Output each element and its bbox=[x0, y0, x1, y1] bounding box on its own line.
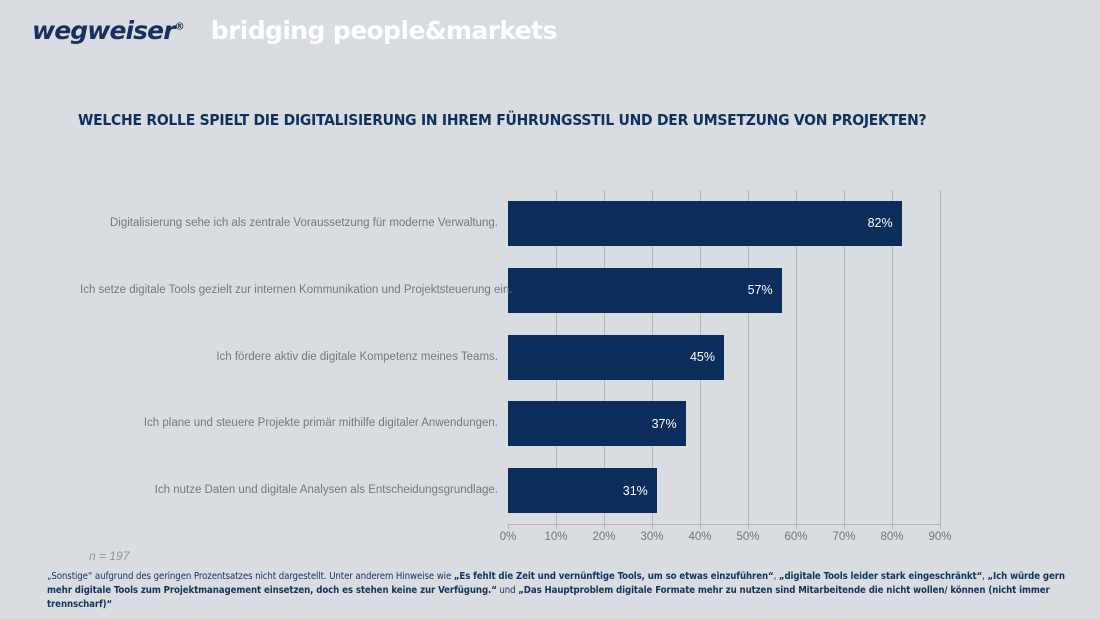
footnote-sep2: , bbox=[982, 571, 988, 582]
x-axis-tick bbox=[508, 524, 509, 529]
footnote-quote1: „Es fehlt die Zeit und vernünftige Tools… bbox=[453, 571, 774, 582]
bar-value-label: 31% bbox=[622, 483, 648, 498]
logo-wordmark-text: wegweiser bbox=[32, 15, 176, 45]
gridline bbox=[748, 190, 749, 524]
category-label: Ich setze digitale Tools gezielt zur int… bbox=[80, 283, 513, 296]
x-axis-tick bbox=[604, 524, 605, 529]
chart-plot-area: 0% 10% 20% 30% 40% 50% 60% 70% 80% 90% 82% Digitali… bbox=[80, 190, 952, 543]
x-axis-tick bbox=[748, 524, 749, 529]
page-header: wegweiser® bridging people&markets bbox=[0, 0, 1100, 60]
chart-bar[interactable]: 37% bbox=[508, 401, 686, 447]
gridline bbox=[796, 190, 797, 524]
x-axis-tick bbox=[700, 524, 701, 529]
gridline bbox=[892, 190, 893, 524]
x-axis-line bbox=[508, 524, 940, 525]
wegweiser-logo: wegweiser® bbox=[32, 15, 185, 45]
gridline bbox=[844, 190, 845, 524]
chart-bar[interactable]: 45% bbox=[508, 334, 724, 380]
registered-trademark-icon: ® bbox=[174, 21, 185, 33]
category-label: Ich nutze Daten und digitale Analysen al… bbox=[154, 484, 498, 497]
footnote-part1: „Sonstige“ aufgrund des geringen Prozent… bbox=[47, 571, 454, 582]
x-axis-tick-label: 80% bbox=[880, 531, 904, 543]
bar-value-label: 37% bbox=[651, 416, 677, 431]
footnote-text: „Sonstige“ aufgrund des geringen Prozent… bbox=[47, 570, 1069, 612]
x-axis-tick-label: 70% bbox=[832, 531, 856, 543]
bar-value-label: 57% bbox=[747, 283, 773, 298]
gridline bbox=[940, 190, 941, 524]
x-axis-tick bbox=[556, 524, 557, 529]
chart-bar[interactable]: 31% bbox=[508, 468, 657, 514]
x-axis-tick-label: 10% bbox=[544, 531, 568, 543]
chart-bar[interactable]: 57% bbox=[508, 267, 782, 313]
category-label: Ich fördere aktiv die digitale Kompetenz… bbox=[216, 350, 498, 363]
footnote-sep3: und bbox=[496, 585, 519, 596]
footnote-quote4: „Das Hauptproblem digitale Formate mehr … bbox=[47, 585, 1050, 610]
x-axis-tick-label: 30% bbox=[640, 531, 664, 543]
bar-value-label: 45% bbox=[689, 350, 715, 364]
category-label: Ich plane und steuere Projekte primär mi… bbox=[143, 417, 498, 430]
x-axis-tick-label: 20% bbox=[592, 531, 616, 543]
x-axis-tick bbox=[940, 524, 941, 529]
x-axis-tick bbox=[796, 524, 797, 529]
brand-tagline: bridging people&markets bbox=[210, 15, 558, 45]
x-axis-tick-label: 40% bbox=[688, 531, 712, 543]
x-axis-tick bbox=[844, 524, 845, 529]
footnote-quote2: „digitale Tools leider stark eingeschrän… bbox=[778, 571, 983, 582]
x-axis-tick-label: 0% bbox=[499, 531, 517, 543]
category-label: Digitalisierung sehe ich als zentrale Vo… bbox=[109, 216, 498, 229]
page-title: WELCHE ROLLE SPIELT DIE DIGITALISIERUNG … bbox=[78, 111, 927, 129]
x-axis-tick bbox=[652, 524, 653, 529]
chart-bar[interactable]: 82% bbox=[508, 200, 902, 246]
sample-size-note: n = 197 bbox=[89, 549, 130, 563]
x-axis-tick-label: 90% bbox=[928, 531, 952, 543]
footnote-quote3: „Ich würde gern mehr digitale Tools zum … bbox=[47, 571, 1065, 596]
x-axis-tick-label: 60% bbox=[784, 531, 808, 543]
footnote-sep1: , bbox=[773, 571, 779, 582]
x-axis-tick bbox=[892, 524, 893, 529]
x-axis-tick-label: 50% bbox=[736, 531, 760, 543]
bar-value-label: 82% bbox=[867, 216, 893, 231]
